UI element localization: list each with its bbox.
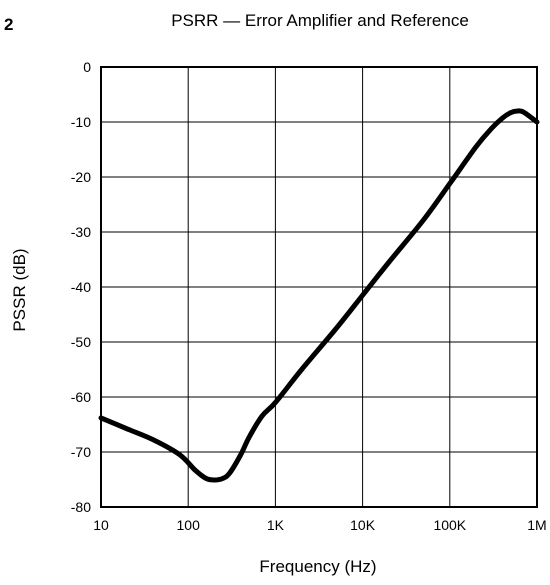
x-axis-title: Frequency (Hz) [259, 557, 376, 576]
y-tick-label: -20 [71, 169, 91, 185]
y-tick-label: -10 [71, 114, 91, 130]
y-tick-label: -30 [71, 224, 91, 240]
psrr-curve [98, 108, 540, 483]
series-layer [98, 108, 540, 483]
grid [101, 67, 537, 507]
x-tick-label: 1M [527, 517, 546, 533]
y-tick-label: -80 [71, 499, 91, 515]
x-tick-label: 1K [267, 517, 285, 533]
y-tick-label: 0 [83, 59, 91, 75]
figure-number: 2 [4, 15, 13, 34]
x-tick-label: 100 [177, 517, 201, 533]
y-tick-label: -40 [71, 279, 91, 295]
tick-labels: 10 100 1K 10K 100K 1M 0 -10 -20 -30 -40 -50 -60 -70 -8… [71, 59, 547, 533]
x-tick-label: 10K [350, 517, 376, 533]
y-tick-label: -60 [71, 389, 91, 405]
x-tick-label: 10 [93, 517, 109, 533]
y-tick-label: -50 [71, 334, 91, 350]
plot-frame [100, 66, 538, 508]
y-tick-label: -70 [71, 444, 91, 460]
x-tick-label: 100K [433, 517, 466, 533]
y-axis-title: PSSR (dB) [10, 248, 29, 331]
chart-title: PSRR — Error Amplifier and Reference [171, 11, 469, 30]
